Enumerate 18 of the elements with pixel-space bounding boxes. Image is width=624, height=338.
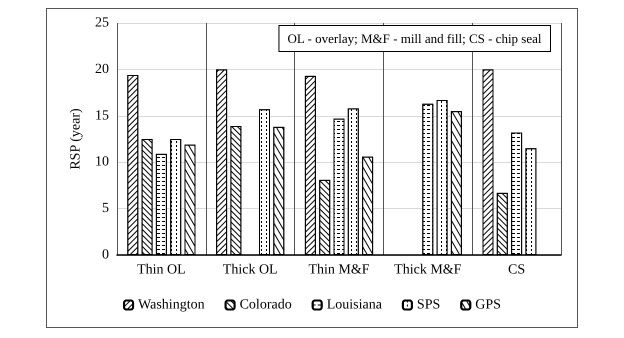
y-tick-label: 20: [95, 62, 109, 77]
x-tick-label: Thin OL: [137, 262, 186, 278]
y-tick-label: 5: [102, 201, 109, 216]
legend-label: SPS: [416, 298, 440, 312]
y-tick-label: 0: [102, 248, 109, 262]
legend-label: Colorado: [240, 298, 292, 312]
y-tick-label: 10: [95, 154, 109, 170]
annotation: OL - overlay; M&F - mill and fill; CS - chip seal: [287, 31, 542, 46]
legend-label: Washington: [138, 298, 205, 312]
legend-label: GPS: [475, 298, 501, 312]
x-tick-label: Thick M&F: [394, 262, 462, 278]
y-axis-title: RSP (year): [68, 108, 84, 170]
x-tick-label: Thin M&F: [308, 262, 370, 278]
y-tick-label: 15: [95, 108, 109, 124]
y-tick-label: 25: [95, 16, 109, 30]
legend-label: Louisiana: [326, 298, 383, 312]
x-tick-label: Thick OL: [222, 262, 278, 278]
x-tick-label: CS: [508, 262, 526, 278]
